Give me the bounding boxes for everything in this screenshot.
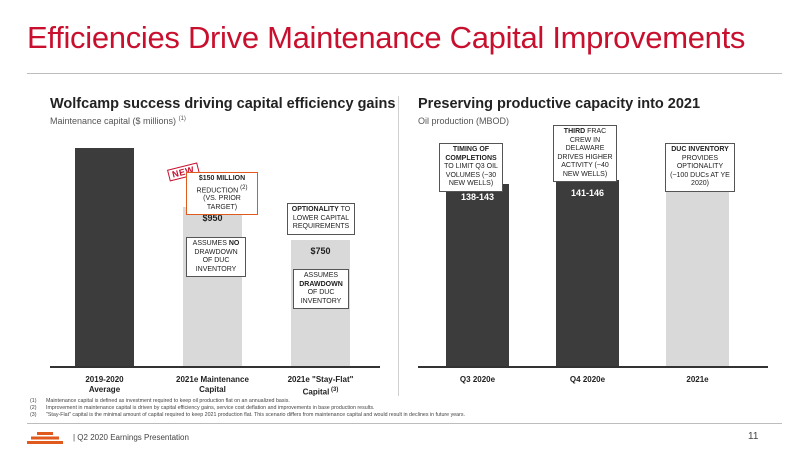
reduction-note: $150 MILLION REDUCTION (2) (VS. PRIOR TA… bbox=[186, 172, 258, 216]
left-panel-subtitle: Maintenance capital ($ millions) (1) bbox=[50, 116, 186, 126]
production-category-1: Q3 2020e bbox=[459, 375, 496, 384]
footnote-3: (3) "Stay-Flat" capital is the minimal am… bbox=[30, 412, 465, 418]
capital-bar-1 bbox=[75, 148, 134, 366]
production-category-3: 2021e bbox=[686, 375, 709, 384]
company-logo-icon bbox=[27, 432, 63, 444]
footnote-2: (2) Improvement in maintenance capital is… bbox=[30, 405, 375, 411]
right-chart-baseline bbox=[418, 366, 768, 368]
drawdown-note: ASSUMES DRAWDOWN OF DUC INVENTORY bbox=[293, 269, 349, 309]
capital-category-3: 2021e "Stay-Flat" Capital (3) bbox=[287, 375, 354, 397]
capital-bar-2 bbox=[183, 206, 242, 366]
duc-inventory-note: DUC INVENTORY PROVIDES OPTIONALITY (~100… bbox=[665, 143, 735, 192]
title-rule bbox=[27, 73, 782, 74]
left-chart-baseline bbox=[50, 366, 380, 368]
production-category-2: Q4 2020e bbox=[569, 375, 606, 384]
panel-divider bbox=[398, 96, 399, 396]
production-bar-3 bbox=[666, 180, 729, 366]
capital-bar-label-2: $950 bbox=[202, 212, 223, 223]
production-bar-label-1: 138-143 bbox=[460, 191, 495, 202]
page-title: Efficiencies Drive Maintenance Capital I… bbox=[27, 20, 746, 55]
third-crew-note: THIRD FRAC CREW IN DELAWARE DRIVES HIGHE… bbox=[553, 125, 617, 182]
page-number: 11 bbox=[748, 431, 759, 442]
left-panel-heading: Wolfcamp success driving capital efficie… bbox=[50, 96, 396, 112]
capital-category-1: 2019-2020 Average bbox=[85, 375, 124, 394]
no-drawdown-note: ASSUMES NO DRAWDOWN OF DUC INVENTORY bbox=[186, 237, 246, 277]
production-bar-2 bbox=[556, 180, 619, 366]
production-bar-1 bbox=[446, 183, 509, 366]
capital-bar-label-3: $750 bbox=[310, 246, 331, 257]
footer-rule bbox=[27, 423, 782, 424]
right-panel-subtitle: Oil production (MBOD) bbox=[418, 116, 510, 126]
production-bar-label-2: 141-146 bbox=[570, 188, 605, 198]
footnote-1: (1) Maintenance capital is defined as inv… bbox=[30, 398, 290, 404]
footer-text: | Q2 2020 Earnings Presentation bbox=[73, 433, 189, 442]
capital-bar-label-1: $1,300 bbox=[90, 134, 119, 144]
optionality-note: OPTIONALITY TO LOWER CAPITAL REQUIREMENT… bbox=[287, 203, 355, 235]
capital-category-2: 2021e Maintenance Capital bbox=[176, 375, 249, 394]
right-panel-heading: Preserving productive capacity into 2021 bbox=[418, 96, 701, 112]
timing-note: TIMING OF COMPLETIONS TO LIMIT Q3 OIL VO… bbox=[439, 143, 503, 192]
